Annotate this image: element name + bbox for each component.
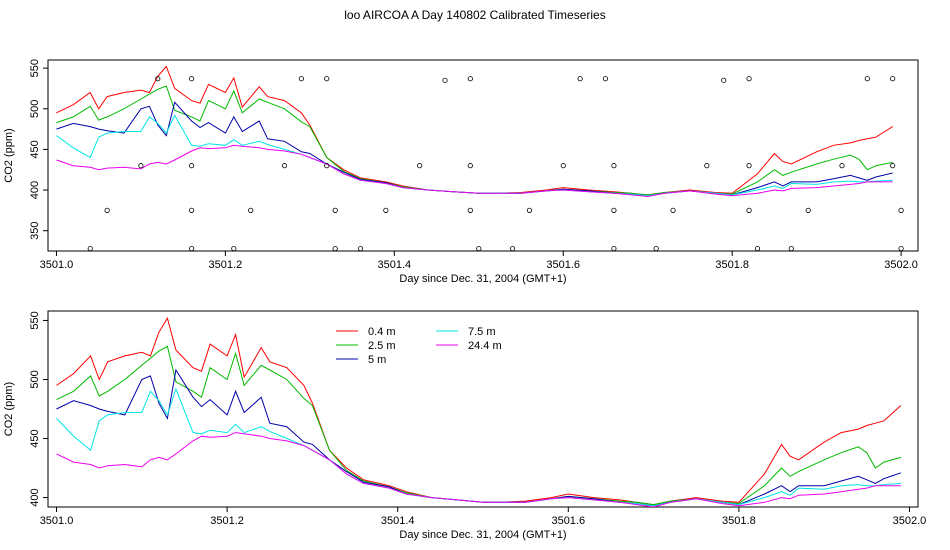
plot-frame: [47, 310, 919, 508]
y-axis-label: CO2 (ppm): [3, 128, 15, 182]
marker-point: [746, 207, 752, 213]
y-tick-label: 550: [29, 59, 41, 77]
chart-top-panel: 3501.0 3501.2 3501.4 3501.6 3501.8 3502.0 350 4…: [3, 59, 919, 285]
marker-point: [898, 207, 904, 213]
marker-point: [653, 245, 659, 252]
marker-point: [704, 163, 710, 169]
marker-point: [602, 76, 609, 82]
marker-point: [898, 245, 904, 252]
marker-point: [577, 76, 583, 82]
series-line-s25: [56, 85, 893, 196]
y-tick-label: 500: [29, 370, 41, 388]
y-axis-label: CO2 (ppm): [3, 382, 15, 436]
marker-point: [805, 207, 811, 213]
marker-point: [890, 76, 896, 82]
marker-point: [721, 77, 727, 83]
marker-point: [298, 76, 304, 82]
x-tick-label: 3501.0: [40, 259, 74, 271]
marker-point: [332, 245, 338, 252]
marker-point: [281, 163, 288, 169]
x-tick-label: 3502.0: [884, 259, 918, 271]
y-tick-label: 350: [29, 222, 41, 240]
series-line-s75: [56, 114, 893, 197]
series-line-s25: [56, 345, 902, 506]
x-axis-label: Day since Dec. 31, 2004 (GMT+1): [399, 529, 566, 541]
y-tick-label: 450: [29, 140, 41, 158]
series-line-s244: [56, 432, 901, 507]
marker-point: [476, 245, 482, 252]
plot-frame: [47, 59, 919, 252]
marker-point: [332, 207, 338, 213]
marker-point: [417, 163, 423, 169]
marker-point: [442, 77, 448, 83]
y-tick-label: 400: [29, 181, 41, 199]
marker-point: [839, 163, 845, 169]
x-tick-label: 3501.6: [551, 515, 585, 527]
marker-point: [467, 207, 473, 213]
marker-point: [611, 245, 617, 252]
marker-point: [526, 207, 533, 213]
marker-point: [188, 245, 195, 252]
page-title: loo AIRCOA A Day 140802 Calibrated Times…: [344, 8, 606, 22]
marker-point: [357, 245, 364, 252]
y-tick-label: 550: [29, 311, 41, 329]
legend-label: 0.4 m: [368, 326, 396, 338]
marker-point: [611, 163, 617, 169]
marker-point: [188, 163, 195, 169]
marker-point: [324, 76, 330, 82]
marker-point: [509, 245, 516, 252]
x-axis-label: Day since Dec. 31, 2004 (GMT+1): [399, 273, 566, 285]
marker-point: [754, 245, 761, 252]
marker-point: [788, 245, 794, 252]
marker-point: [324, 163, 330, 169]
legend-label: 7.5 m: [468, 326, 496, 338]
marker-point: [746, 163, 752, 169]
legend-label: 24.4 m: [468, 340, 502, 352]
x-tick-label: 3501.2: [210, 515, 244, 527]
x-tick-label: 3501.6: [546, 259, 580, 271]
marker-point: [467, 76, 473, 82]
legend-label: 5 m: [368, 354, 386, 366]
x-tick-label: 3501.8: [722, 515, 756, 527]
x-tick-label: 3501.8: [715, 259, 749, 271]
legend-label: 2.5 m: [368, 340, 396, 352]
y-tick-label: 450: [29, 429, 41, 447]
marker-point: [560, 163, 566, 169]
marker-point: [87, 245, 93, 252]
marker-point: [890, 163, 896, 169]
marker-point: [611, 207, 617, 213]
x-tick-label: 3501.2: [209, 259, 243, 271]
series-line-s75: [56, 387, 901, 507]
x-tick-label: 3501.4: [381, 515, 415, 527]
marker-point: [670, 207, 676, 213]
y-tick-label: 500: [29, 100, 41, 118]
marker-point: [467, 163, 473, 169]
y-tick-label: 400: [29, 488, 41, 506]
chart-bottom-panel: 3501.0 3501.2 3501.4 3501.6 3501.8 3502.0 400 4…: [3, 310, 927, 541]
marker-point: [231, 245, 237, 252]
marker-point: [188, 76, 195, 82]
marker-point: [248, 207, 254, 213]
x-tick-label: 3502.0: [893, 515, 927, 527]
marker-point: [188, 207, 195, 213]
series-line-s04: [56, 316, 902, 506]
marker-point: [104, 207, 110, 213]
series-line-s5: [56, 101, 893, 197]
marker-point: [746, 76, 752, 82]
marker-point: [155, 76, 161, 82]
marker-point: [383, 207, 389, 213]
series-line-s244: [56, 144, 893, 198]
marker-point: [864, 76, 870, 82]
x-tick-label: 3501.0: [40, 515, 74, 527]
series-line-s04: [56, 65, 893, 196]
series-line-s5: [56, 368, 902, 507]
marker-point: [138, 163, 144, 169]
x-tick-label: 3501.4: [377, 259, 411, 271]
